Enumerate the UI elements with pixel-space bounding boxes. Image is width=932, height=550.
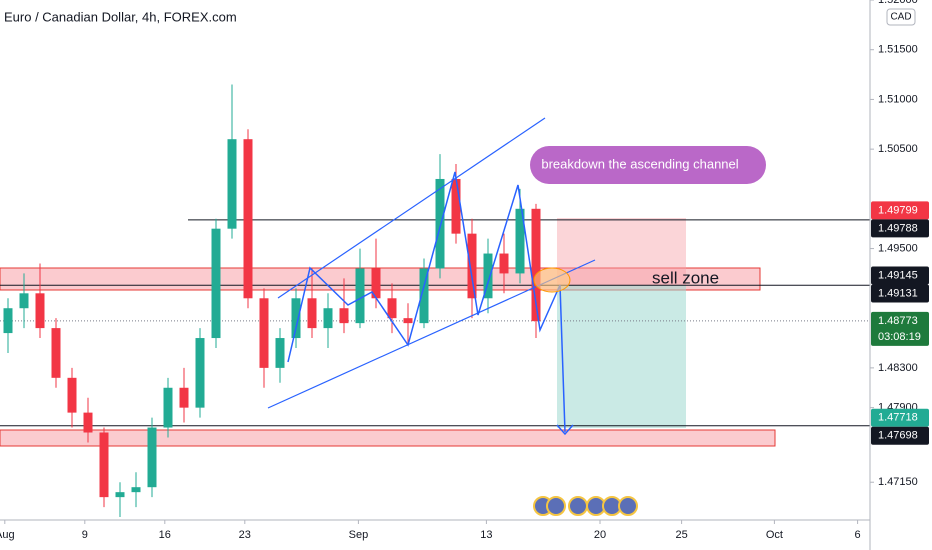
callout xyxy=(530,146,766,184)
event-icon xyxy=(568,496,588,516)
candle-body xyxy=(515,208,525,274)
x-tick-label: Sep xyxy=(349,529,369,541)
y-tick-label: 1.49500 xyxy=(878,242,918,254)
y-tick-label: 1.50500 xyxy=(878,143,918,155)
price-tag-label: 1.47718 xyxy=(878,412,918,424)
price-tag xyxy=(871,311,929,346)
currency-box xyxy=(886,8,916,26)
candle-body xyxy=(339,308,349,324)
drawings: breakdown the ascending channel sell zon… xyxy=(267,117,766,516)
candle-body xyxy=(179,387,189,408)
candle-body xyxy=(147,427,157,488)
price-tag-label: 1.49799 xyxy=(878,204,918,216)
candle-body xyxy=(291,298,301,339)
x-tick-label: 6 xyxy=(855,529,861,541)
price-tag-label: 1.47698 xyxy=(878,430,918,442)
candle-body xyxy=(387,298,397,319)
zigzag xyxy=(287,171,566,433)
candle-body xyxy=(483,253,493,299)
channel-top xyxy=(277,117,546,299)
candle-body xyxy=(323,308,333,329)
x-tick-label: 20 xyxy=(594,529,606,541)
price-tag xyxy=(871,266,929,285)
event-icons xyxy=(533,496,638,516)
candle-body xyxy=(227,139,237,229)
y-tick-label: 1.48300 xyxy=(878,362,918,374)
candle-body xyxy=(467,233,477,299)
candle-body xyxy=(115,492,125,498)
stop-area xyxy=(557,218,686,285)
price-tag-label: 1.49788 xyxy=(878,222,918,234)
event-icon xyxy=(546,496,566,516)
x-tick-label: 25 xyxy=(675,529,687,541)
candle-body xyxy=(371,268,381,299)
candle-body xyxy=(83,412,93,433)
candles xyxy=(3,84,541,518)
candle-body xyxy=(51,328,61,378)
x-tick-label: Oct xyxy=(766,529,783,541)
countdown: 03:08:19 xyxy=(878,331,921,343)
price-tag xyxy=(871,284,929,303)
candle-body xyxy=(131,487,141,493)
price-tag-label: 1.49131 xyxy=(878,287,918,299)
highlight xyxy=(533,267,571,293)
x-tick-label: 13 xyxy=(480,529,492,541)
event-icon xyxy=(618,496,638,516)
x-tick-label: 23 xyxy=(239,529,251,541)
candle-body xyxy=(67,377,77,413)
callout-text: breakdown the ascending channel xyxy=(541,156,738,171)
time-axis xyxy=(0,520,870,550)
y-tick-label: 1.51000 xyxy=(878,93,918,105)
x-tick-label: 16 xyxy=(159,529,171,541)
candle-body xyxy=(259,298,269,368)
price-tag-label: 1.48773 xyxy=(878,315,918,327)
price-tag xyxy=(871,219,929,238)
candle-body xyxy=(451,178,461,234)
price-tag-label: 1.49145 xyxy=(878,269,918,281)
currency: CAD xyxy=(890,12,911,23)
arrow-head xyxy=(556,424,574,436)
support-zone xyxy=(0,429,776,447)
chart-title: Euro / Canadian Dollar, 4h, FOREX.com xyxy=(4,9,237,24)
y-tick-label: 1.47150 xyxy=(878,476,918,488)
candle-body xyxy=(99,432,109,498)
candle-body xyxy=(163,387,173,428)
candle-body xyxy=(275,338,285,368)
candle-body xyxy=(195,338,205,408)
x-tick-label: 9 xyxy=(82,529,88,541)
candle-body xyxy=(243,139,253,299)
candle-body xyxy=(35,293,45,329)
zone-label: sell zone xyxy=(652,268,719,287)
candle-body xyxy=(499,253,509,274)
y-tick-label: 1.52000 xyxy=(878,0,918,6)
price-tag xyxy=(871,201,929,220)
candle-body xyxy=(3,308,13,334)
candle-body xyxy=(403,318,413,324)
candle-body xyxy=(307,298,317,329)
candle-body xyxy=(19,293,29,309)
candle-body xyxy=(531,208,541,322)
candle-body xyxy=(435,178,445,269)
candle-body xyxy=(211,228,221,339)
y-tick-label: 1.51500 xyxy=(878,44,918,56)
candle-body xyxy=(355,268,365,324)
x-tick-label: Aug xyxy=(0,529,15,541)
price-tag xyxy=(871,408,929,427)
target-area xyxy=(557,285,686,428)
candle-body xyxy=(419,268,429,324)
price-tag xyxy=(871,426,929,445)
